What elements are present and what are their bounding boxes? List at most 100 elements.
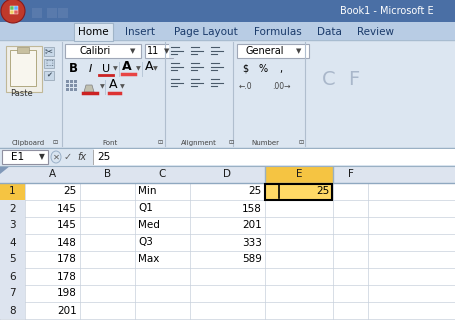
Text: ✓: ✓ <box>64 152 72 162</box>
Text: Page Layout: Page Layout <box>174 27 237 37</box>
Bar <box>74 23 113 41</box>
Text: 148: 148 <box>57 237 77 248</box>
Text: Paste: Paste <box>10 89 33 98</box>
Text: F: F <box>347 169 353 179</box>
Bar <box>0 217 25 234</box>
Bar <box>47 8 57 18</box>
Text: ▼: ▼ <box>119 85 124 89</box>
Text: C: C <box>322 71 335 89</box>
Bar <box>208 60 227 74</box>
Bar <box>208 76 227 90</box>
Text: Calibri: Calibri <box>79 46 111 56</box>
Bar <box>0 200 25 217</box>
Text: 333: 333 <box>242 237 262 248</box>
Text: ←.0: ←.0 <box>238 83 251 91</box>
Bar <box>264 166 332 183</box>
Bar <box>273 62 288 76</box>
Bar <box>14 10 18 14</box>
Bar <box>273 80 306 94</box>
Text: Insert: Insert <box>124 27 154 37</box>
Bar <box>32 8 42 18</box>
Text: Review: Review <box>357 27 394 37</box>
Text: 25: 25 <box>248 187 262 196</box>
Bar <box>0 251 25 268</box>
Text: 178: 178 <box>57 254 77 264</box>
Text: ✔: ✔ <box>46 72 52 78</box>
Bar <box>94 149 454 165</box>
Bar <box>308 40 455 148</box>
Text: Med: Med <box>138 221 160 230</box>
Text: 4: 4 <box>9 237 16 248</box>
Bar <box>44 71 54 80</box>
Bar <box>6 46 42 92</box>
Bar <box>75 24 112 40</box>
Text: F: F <box>348 71 359 89</box>
Bar <box>83 62 97 76</box>
Bar <box>237 62 253 76</box>
Bar <box>0 22 455 40</box>
Text: 25: 25 <box>97 152 110 162</box>
Ellipse shape <box>51 151 61 163</box>
Text: 145: 145 <box>57 221 77 230</box>
Text: B: B <box>104 169 111 179</box>
Text: 201: 201 <box>57 306 77 316</box>
Polygon shape <box>0 166 10 174</box>
Bar <box>264 184 331 200</box>
Bar <box>2 150 48 164</box>
Text: U: U <box>102 64 110 74</box>
Bar <box>99 62 113 76</box>
Text: ⊡: ⊡ <box>52 141 57 145</box>
Text: 178: 178 <box>57 272 77 282</box>
Bar <box>14 6 18 10</box>
Circle shape <box>1 0 25 23</box>
Bar <box>44 59 54 68</box>
Bar <box>254 62 270 76</box>
Polygon shape <box>84 85 94 92</box>
Bar <box>169 76 187 90</box>
Text: B: B <box>68 63 77 75</box>
Text: ⊡: ⊡ <box>228 141 233 145</box>
Bar <box>0 234 25 251</box>
Bar <box>0 302 25 319</box>
Text: 158: 158 <box>242 203 262 214</box>
Bar <box>208 44 227 58</box>
Bar <box>169 44 187 58</box>
Text: C: C <box>158 169 166 179</box>
Text: 1: 1 <box>9 187 16 196</box>
Bar <box>10 50 36 86</box>
Text: ✕: ✕ <box>52 153 59 161</box>
Text: Number: Number <box>250 140 278 146</box>
Bar <box>0 166 455 183</box>
Bar <box>65 80 81 94</box>
Text: 6: 6 <box>9 272 16 282</box>
Bar <box>0 0 455 22</box>
Bar <box>66 84 69 87</box>
Bar <box>264 183 332 200</box>
Text: 5: 5 <box>9 254 16 264</box>
Text: ▼: ▼ <box>130 48 136 54</box>
Bar <box>101 80 117 94</box>
Text: 201: 201 <box>242 221 262 230</box>
Text: %: % <box>258 64 267 74</box>
Text: Q1: Q1 <box>138 203 152 214</box>
Bar <box>145 44 172 58</box>
Bar <box>70 88 73 91</box>
Text: .00→: .00→ <box>271 83 290 91</box>
Bar <box>0 285 25 302</box>
Text: Max: Max <box>138 254 159 264</box>
Text: Alignment: Alignment <box>181 140 217 146</box>
Text: Formulas: Formulas <box>253 27 301 37</box>
Bar <box>66 80 69 83</box>
Text: ,: , <box>279 64 282 74</box>
Bar <box>0 268 25 285</box>
Bar <box>10 10 14 14</box>
Text: ▼: ▼ <box>135 66 140 72</box>
Text: ⊡: ⊡ <box>298 141 303 145</box>
Text: A: A <box>108 78 117 91</box>
Text: ▼: ▼ <box>39 153 45 161</box>
Bar <box>188 60 207 74</box>
Bar <box>65 62 81 76</box>
Text: A: A <box>49 169 56 179</box>
Bar <box>0 148 455 166</box>
Text: ▼: ▼ <box>99 85 104 89</box>
